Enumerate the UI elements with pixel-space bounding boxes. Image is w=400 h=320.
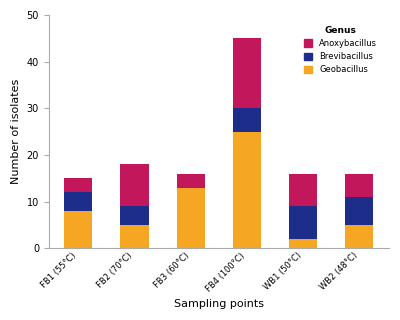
Bar <box>64 192 92 211</box>
Y-axis label: Number of isolates: Number of isolates <box>11 79 21 184</box>
Bar <box>233 132 261 248</box>
Bar <box>289 206 317 239</box>
Bar <box>345 225 374 248</box>
Bar <box>345 174 374 197</box>
Bar <box>177 174 205 188</box>
Bar <box>120 225 148 248</box>
X-axis label: Sampling points: Sampling points <box>174 299 264 309</box>
Bar <box>289 239 317 248</box>
Bar <box>120 206 148 225</box>
Bar <box>233 108 261 132</box>
Bar <box>345 197 374 225</box>
Bar <box>64 211 92 248</box>
Bar <box>120 164 148 206</box>
Bar <box>289 174 317 206</box>
Legend: Anoxybacillus, Brevibacillus, Geobacillus: Anoxybacillus, Brevibacillus, Geobacillu… <box>300 22 381 78</box>
Bar <box>233 38 261 108</box>
Bar <box>177 188 205 248</box>
Bar <box>64 178 92 192</box>
